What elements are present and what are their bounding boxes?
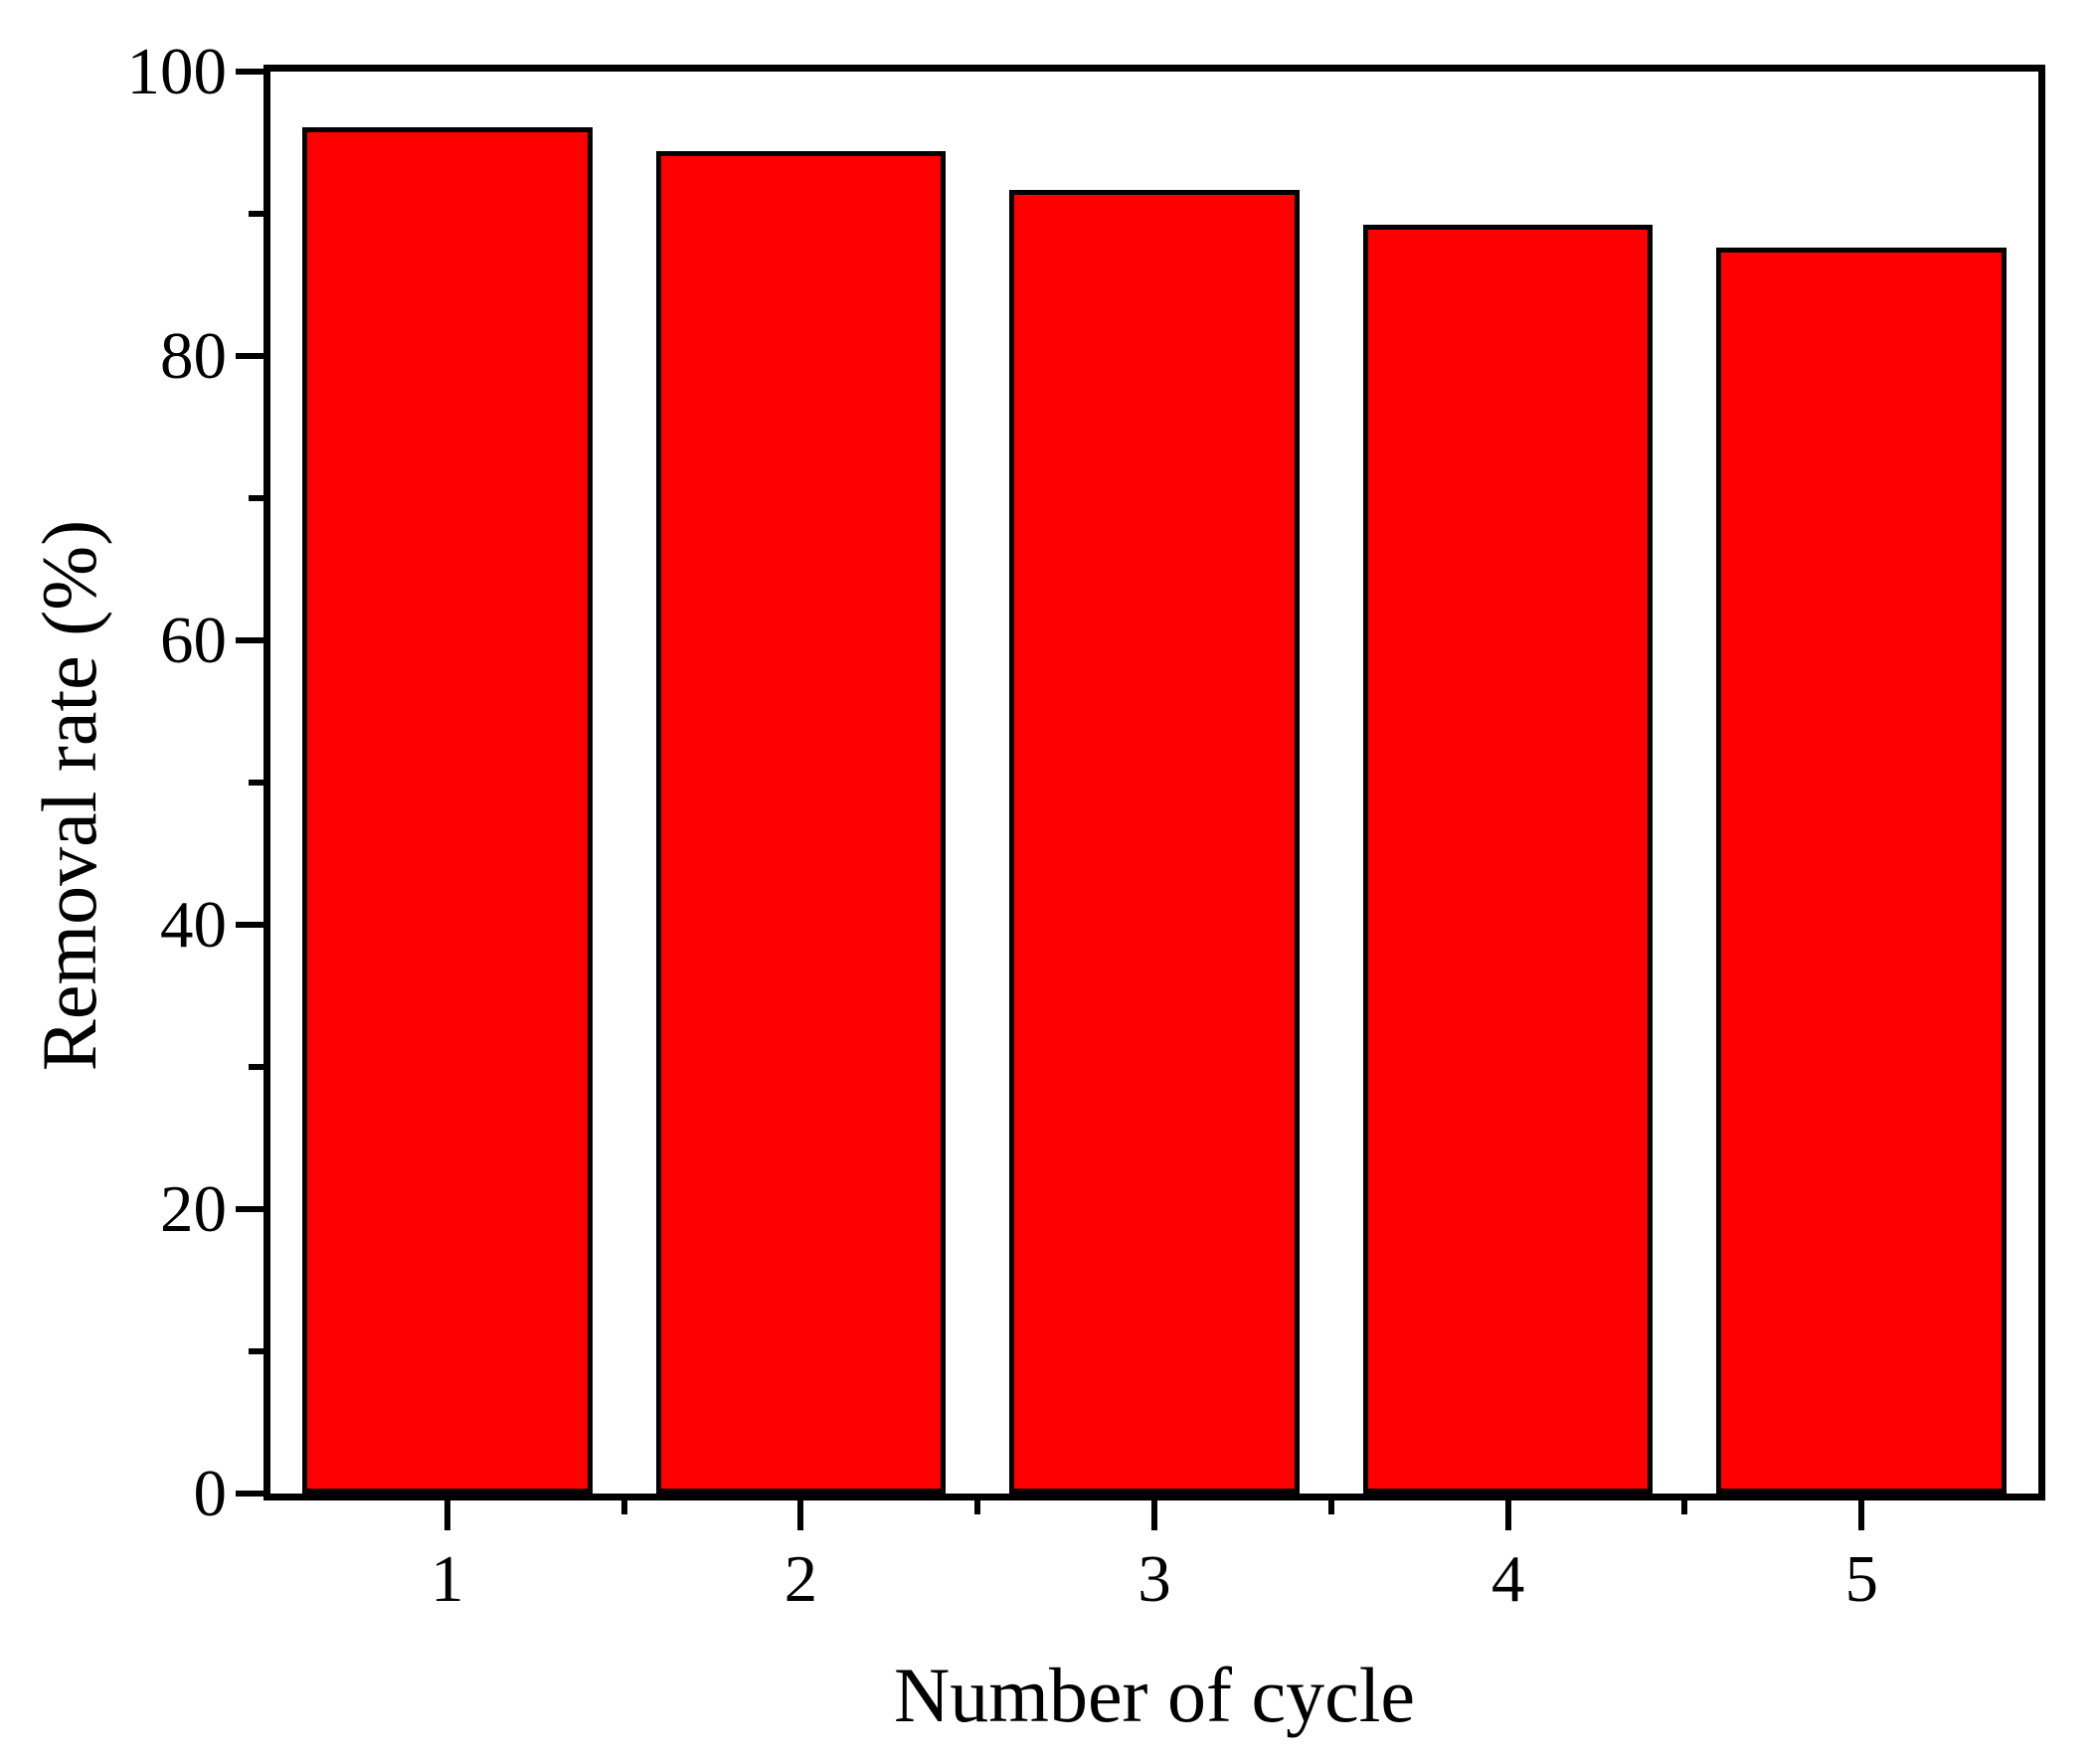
y-tick-label: 20 [160, 1172, 227, 1246]
x-major-tick [1151, 1500, 1157, 1530]
x-minor-tick [974, 1500, 981, 1514]
x-tick-label: 3 [1137, 1542, 1171, 1616]
x-major-tick [1504, 1500, 1511, 1530]
y-minor-tick [249, 495, 263, 501]
x-tick-label: 4 [1490, 1542, 1525, 1616]
x-major-tick [443, 1500, 450, 1530]
y-major-tick [236, 1491, 263, 1497]
x-tick-label: 1 [431, 1542, 464, 1616]
y-major-tick [236, 637, 263, 643]
y-major-tick [236, 922, 263, 928]
y-tick-label: 60 [160, 604, 227, 677]
bar [302, 126, 593, 1494]
bar [1716, 248, 2007, 1494]
y-minor-tick [249, 1348, 263, 1354]
x-major-tick [1858, 1500, 1865, 1530]
y-tick-label: 0 [193, 1457, 228, 1530]
y-major-tick [236, 69, 263, 75]
x-axis-title: Number of cycle [893, 1652, 1416, 1738]
x-tick-label: 2 [784, 1542, 818, 1616]
y-axis-title: Removal rate (%) [26, 519, 112, 1072]
bar [655, 151, 947, 1494]
x-major-tick [797, 1500, 804, 1530]
bar [1362, 225, 1654, 1494]
y-minor-tick [249, 780, 263, 786]
x-minor-tick [1681, 1500, 1688, 1514]
y-minor-tick [249, 211, 263, 217]
bar [1009, 189, 1300, 1494]
y-minor-tick [249, 1064, 263, 1070]
y-tick-label: 40 [160, 888, 227, 962]
y-tick-label: 80 [160, 319, 227, 393]
y-tick-label: 100 [126, 35, 228, 108]
x-minor-tick [620, 1500, 627, 1514]
y-major-tick [236, 353, 263, 359]
y-major-tick [236, 1206, 263, 1212]
x-minor-tick [1327, 1500, 1334, 1514]
x-tick-label: 5 [1844, 1542, 1878, 1616]
